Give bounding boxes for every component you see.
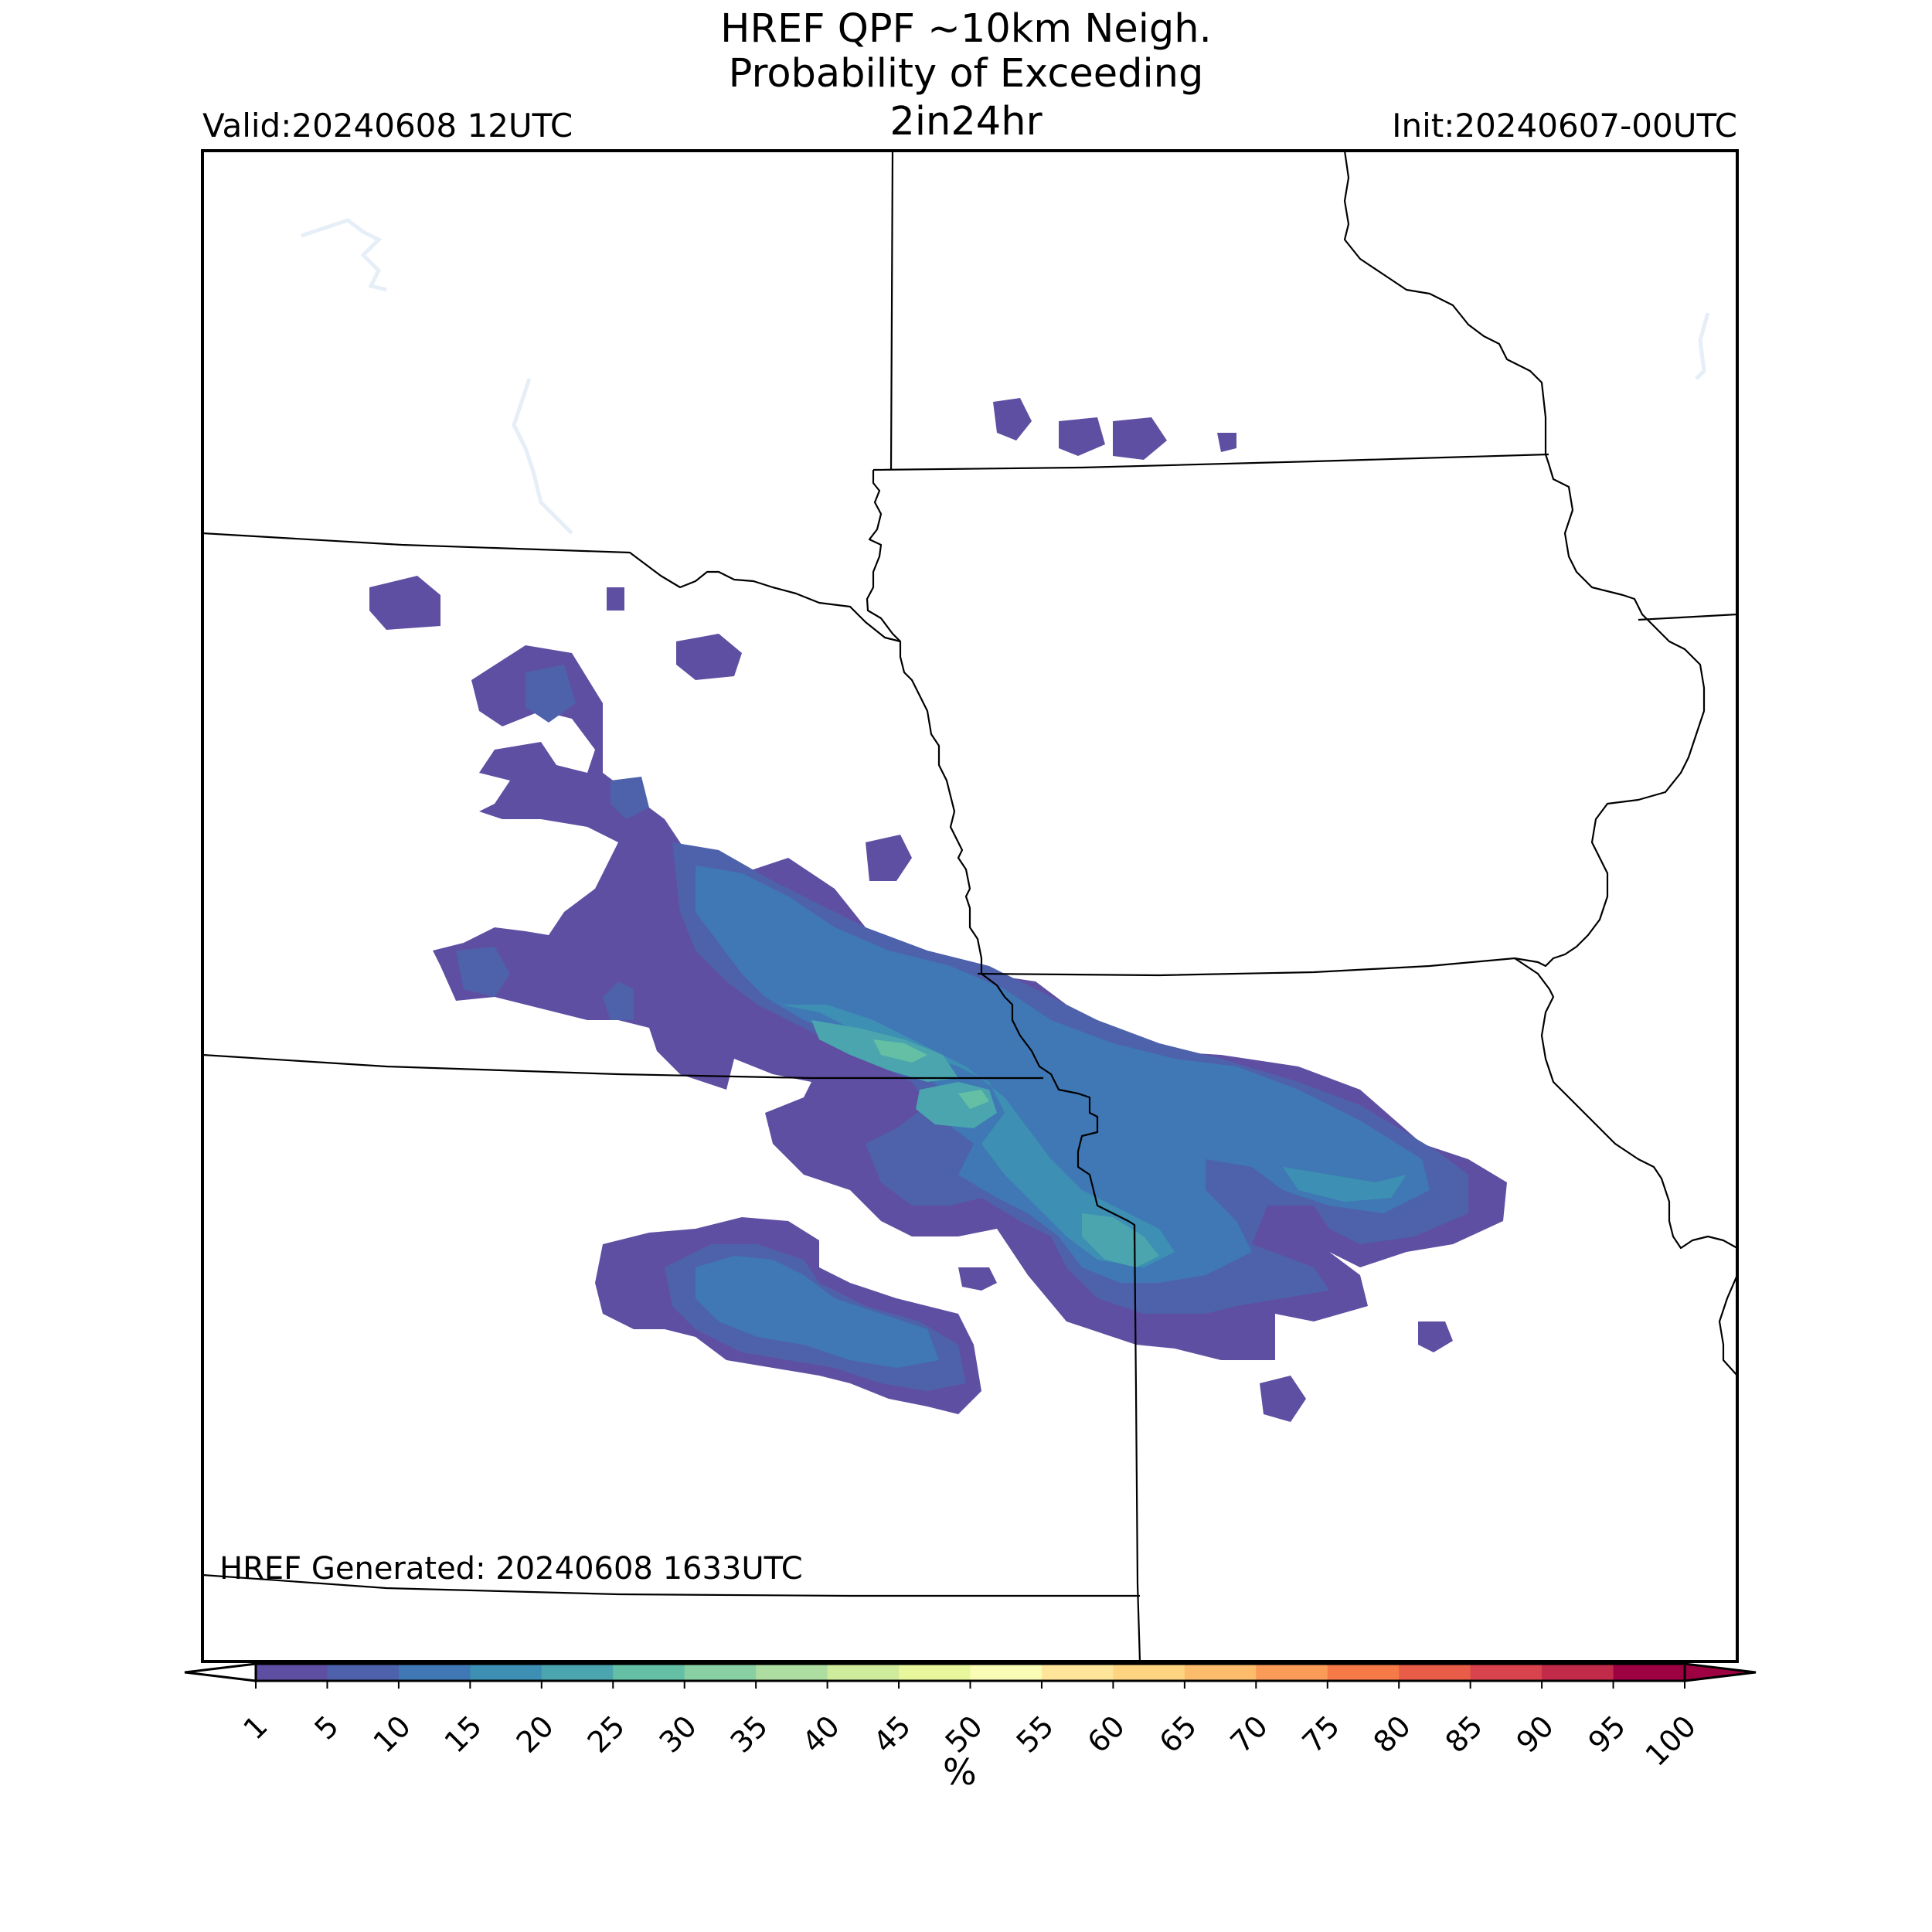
map-title-line-2: Probability of Exceeding <box>728 51 1204 97</box>
generated-time-label: HREF Generated: 20240608 1633UTC <box>219 1551 803 1587</box>
colorbar-segment <box>827 1664 900 1681</box>
colorbar-segment <box>256 1664 328 1681</box>
prob-15-20-areas <box>781 1005 1406 1267</box>
colorbar-outline <box>254 1662 1686 1682</box>
colorbar-segment <box>1256 1664 1328 1681</box>
colorbar-segment <box>1041 1664 1114 1681</box>
colorbar-unit-label: % <box>943 1751 977 1793</box>
colorbar-segment <box>684 1664 757 1681</box>
prob-25-30-areas <box>873 1039 989 1109</box>
colorbar-segment <box>1327 1664 1400 1681</box>
colorbar-segment <box>899 1664 971 1681</box>
colorbar-segment <box>470 1664 543 1681</box>
valid-time-label: Valid:20240608 12UTC <box>202 107 573 145</box>
init-time-label: Init:20240607-00UTC <box>1392 107 1737 145</box>
colorbar-segment <box>1113 1664 1185 1681</box>
colorbar-segment <box>970 1664 1043 1681</box>
map-title-line-1: HREF QPF ~10km Neigh. <box>720 6 1212 52</box>
water-features <box>301 218 1710 535</box>
prob-10-15-areas <box>696 866 1430 1368</box>
colorbar-segment <box>756 1664 828 1681</box>
state-boundaries <box>202 151 1737 1662</box>
colorbar-over-arrow <box>1683 1662 1757 1682</box>
map-title-line-3: 2in24hr <box>889 99 1043 145</box>
colorbar-segment <box>1470 1664 1543 1681</box>
colorbar-under-arrow <box>184 1662 257 1682</box>
map-frame <box>201 149 1739 1663</box>
prob-1-5-areas <box>369 398 1507 1422</box>
colorbar-segment <box>1613 1664 1685 1681</box>
colorbar-segment <box>327 1664 400 1681</box>
colorbar <box>184 1662 1757 1689</box>
colorbar-segment <box>398 1664 471 1681</box>
colorbar-segment <box>1542 1664 1614 1681</box>
colorbar-segment <box>1184 1664 1257 1681</box>
colorbar-segment <box>1399 1664 1471 1681</box>
precip-probability-field <box>369 398 1507 1422</box>
colorbar-segment <box>613 1664 685 1681</box>
colorbar-segment <box>541 1664 614 1681</box>
